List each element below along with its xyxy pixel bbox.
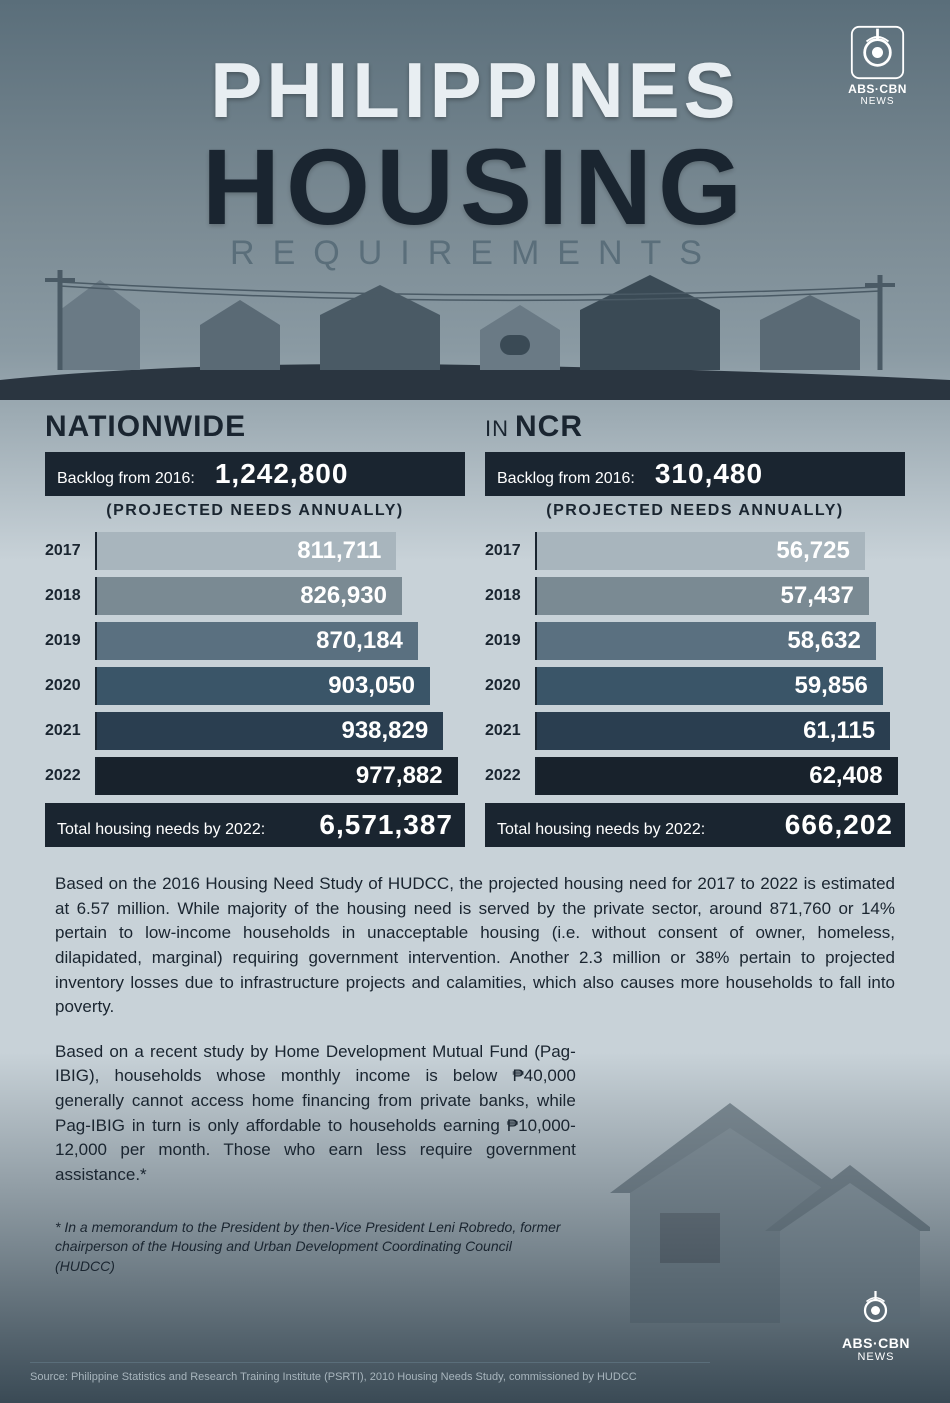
bar-container: 903,050: [95, 667, 465, 705]
paragraph-1: Based on the 2016 Housing Need Study of …: [55, 872, 895, 1020]
ncr-total: Total housing needs by 2022: 666,202: [485, 803, 905, 847]
ncr-prefix: IN: [485, 416, 509, 441]
header: ABS·CBN NEWS PHILIPPINES HOUSING REQUIRE…: [0, 0, 950, 380]
brand-sub: NEWS: [861, 96, 895, 107]
nationwide-backlog: Backlog from 2016: 1,242,800: [45, 452, 465, 496]
title-line2: HOUSING: [0, 136, 950, 239]
abscbn-logo-icon: [850, 25, 905, 80]
ncr-backlog: Backlog from 2016: 310,480: [485, 452, 905, 496]
total-label: Total housing needs by 2022:: [57, 821, 265, 839]
bar-fill: 938,829: [97, 712, 443, 750]
bar-row: 2017811,711: [45, 532, 465, 570]
bar-year: 2017: [45, 542, 95, 560]
title-line1: PHILIPPINES: [0, 45, 950, 136]
bar-fill: 977,882: [97, 757, 458, 795]
bar-container: 58,632: [535, 622, 905, 660]
backlog-value: 310,480: [655, 458, 763, 490]
source-text: Source: Philippine Statistics and Resear…: [30, 1362, 710, 1383]
ncr-bars: 201756,725201857,437201958,632202059,856…: [485, 532, 905, 795]
bar-year: 2019: [45, 632, 95, 650]
houses-silhouette-icon: [0, 240, 950, 400]
brand-logo-bottom: ABS·CBN NEWS: [842, 1288, 910, 1363]
brand-logo-top: ABS·CBN NEWS: [835, 25, 920, 120]
house-decoration-icon: [600, 1043, 930, 1323]
bar-row: 2022977,882: [45, 757, 465, 795]
ncr-title-text: NCR: [515, 410, 583, 443]
brand-name: ABS·CBN: [842, 1335, 910, 1351]
bar-year: 2022: [45, 767, 95, 785]
bar-container: 938,829: [95, 712, 465, 750]
bar-fill: 57,437: [537, 577, 869, 615]
bar-fill: 61,115: [537, 712, 890, 750]
charts-section: NATIONWIDE Backlog from 2016: 1,242,800 …: [0, 380, 950, 847]
footnote: * In a memorandum to the President by th…: [0, 1218, 618, 1277]
bar-container: 56,725: [535, 532, 905, 570]
bar-container: 870,184: [95, 622, 465, 660]
bar-row: 2018826,930: [45, 577, 465, 615]
ncr-chart: INNCR Backlog from 2016: 310,480 (PROJEC…: [485, 410, 905, 847]
bar-row: 2021938,829: [45, 712, 465, 750]
bar-fill: 826,930: [97, 577, 402, 615]
bar-fill: 62,408: [537, 757, 898, 795]
bar-fill: 59,856: [537, 667, 883, 705]
backlog-value: 1,242,800: [215, 458, 349, 490]
paragraph-2: Based on a recent study by Home Developm…: [55, 1040, 576, 1188]
bar-container: 57,437: [535, 577, 905, 615]
bar-container: 826,930: [95, 577, 465, 615]
bar-year: 2019: [485, 632, 535, 650]
bar-year: 2021: [45, 722, 95, 740]
bar-container: 62,408: [535, 757, 905, 795]
bar-fill: 870,184: [97, 622, 418, 660]
bar-row: 202059,856: [485, 667, 905, 705]
bar-year: 2018: [45, 587, 95, 605]
nationwide-total: Total housing needs by 2022: 6,571,387: [45, 803, 465, 847]
nationwide-title: NATIONWIDE: [45, 410, 465, 444]
nationwide-chart: NATIONWIDE Backlog from 2016: 1,242,800 …: [45, 410, 465, 847]
total-value: 666,202: [785, 809, 893, 841]
nationwide-bars: 2017811,7112018826,9302019870,1842020903…: [45, 532, 465, 795]
bar-year: 2017: [485, 542, 535, 560]
nationwide-projected-label: (PROJECTED NEEDS ANNUALLY): [45, 502, 465, 520]
brand-sub: NEWS: [857, 1351, 894, 1363]
ncr-projected-label: (PROJECTED NEEDS ANNUALLY): [485, 502, 905, 520]
bar-year: 2022: [485, 767, 535, 785]
bar-fill: 56,725: [537, 532, 865, 570]
bar-container: 59,856: [535, 667, 905, 705]
total-label: Total housing needs by 2022:: [497, 821, 705, 839]
bar-year: 2021: [485, 722, 535, 740]
bar-fill: 811,711: [97, 532, 396, 570]
bar-year: 2018: [485, 587, 535, 605]
backlog-label: Backlog from 2016:: [57, 470, 195, 488]
bar-container: 811,711: [95, 532, 465, 570]
bar-row: 202262,408: [485, 757, 905, 795]
bar-container: 977,882: [95, 757, 465, 795]
bar-container: 61,115: [535, 712, 905, 750]
ncr-title: INNCR: [485, 410, 905, 444]
bar-row: 202161,115: [485, 712, 905, 750]
bar-row: 2020903,050: [45, 667, 465, 705]
bar-fill: 903,050: [97, 667, 430, 705]
abscbn-logo-icon: [853, 1288, 898, 1333]
backlog-label: Backlog from 2016:: [497, 470, 635, 488]
brand-name: ABS·CBN: [848, 82, 907, 96]
bar-row: 201857,437: [485, 577, 905, 615]
bar-row: 201756,725: [485, 532, 905, 570]
bar-row: 2019870,184: [45, 622, 465, 660]
total-value: 6,571,387: [319, 809, 453, 841]
bar-year: 2020: [485, 677, 535, 695]
bar-year: 2020: [45, 677, 95, 695]
bar-row: 201958,632: [485, 622, 905, 660]
bar-fill: 58,632: [537, 622, 876, 660]
